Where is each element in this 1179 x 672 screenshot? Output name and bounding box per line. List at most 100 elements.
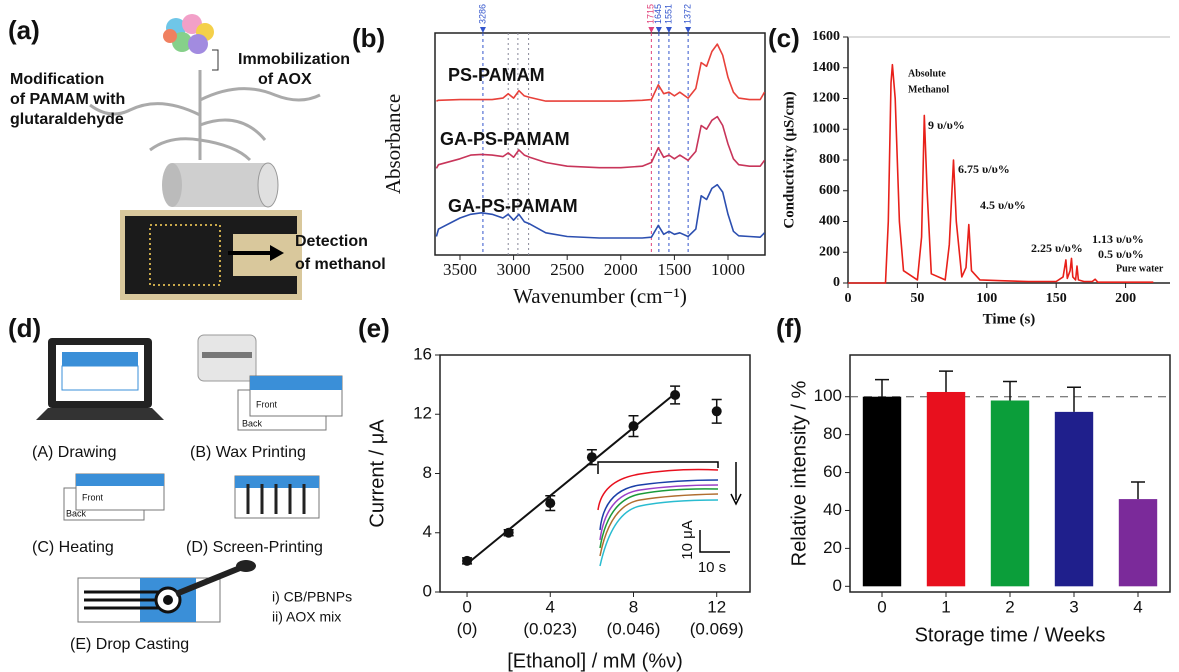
cylinder <box>162 162 279 208</box>
panel-d: (d) Back Front (A) Drawing (B) Wax Print… <box>8 313 352 653</box>
step-label: (B) Wax Printing <box>190 444 306 461</box>
y-tick-label: 100 <box>814 386 842 405</box>
error-bar <box>1131 481 1145 500</box>
y-tick-label: 80 <box>823 424 842 443</box>
series-line <box>436 43 766 102</box>
data-point <box>545 498 556 509</box>
series-line <box>848 63 1154 284</box>
annotation: Pure water <box>1116 263 1164 274</box>
card-text: Front <box>82 492 104 502</box>
series-label: PS-PAMAM <box>448 65 545 85</box>
y-tick-label: 12 <box>413 404 432 423</box>
series-line <box>435 115 766 169</box>
inset-scale-label: 10 s <box>698 559 726 576</box>
peak-marker-label: 1551 <box>663 4 673 24</box>
y-tick-label: 16 <box>413 344 432 363</box>
y-axis-label: Absorbance <box>381 94 405 194</box>
peak-marker-label: 1645 <box>653 4 663 24</box>
annotation: of PAMAM with <box>10 91 125 108</box>
panel-label: (c) <box>768 23 800 53</box>
electrode-photo <box>120 210 302 300</box>
y-axis-label: Conductivity (μS/cm) <box>781 91 797 228</box>
bar <box>1054 411 1094 587</box>
printer <box>197 334 257 382</box>
series-label: GA-PS-PAMAM <box>440 129 570 149</box>
y-tick-label: 8 <box>423 463 432 482</box>
y-tick-label: 0 <box>423 581 432 600</box>
bracket <box>212 49 219 71</box>
y-tick-label: 1200 <box>812 91 840 106</box>
annotation: 2.25 υ/υ% <box>1031 241 1083 255</box>
inset-traces <box>597 461 742 567</box>
data-point <box>711 406 722 417</box>
drop-casting <box>77 560 256 623</box>
series-line <box>435 183 766 239</box>
x-tick-sublabel: (0) <box>457 619 478 638</box>
y-tick-label: 1400 <box>812 60 840 75</box>
annotation: Immobilization <box>238 51 350 68</box>
peak-marker-label: 1372 <box>683 4 693 24</box>
y-tick-label: 0 <box>833 576 842 595</box>
y-tick-label: 1600 <box>812 29 840 44</box>
x-tick-label: 1000 <box>711 260 745 279</box>
x-axis-label: Time (s) <box>983 311 1036 327</box>
annotation: glutaraldehyde <box>10 111 124 128</box>
annotation: of methanol <box>295 256 386 273</box>
peak-marker-arrow <box>648 27 655 33</box>
annotation: 9 υ/υ% <box>928 118 965 132</box>
x-axis-label: Storage time / Weeks <box>915 624 1106 646</box>
fit-line <box>466 392 676 565</box>
step-label: (C) Heating <box>32 539 114 556</box>
laptop <box>36 338 164 420</box>
bar <box>1118 499 1158 587</box>
panel-label: (a) <box>8 15 40 45</box>
x-tick-label: 50 <box>910 291 924 306</box>
x-tick-label: 0 <box>845 291 852 306</box>
x-tick-label: 1500 <box>657 260 691 279</box>
annotation: of AOX <box>258 71 312 88</box>
annotation: Modification <box>10 71 104 88</box>
y-tick-label: 400 <box>819 214 840 229</box>
reagent-label: i) CB/PBNPs <box>272 589 352 605</box>
peak-marker-arrow <box>685 27 692 33</box>
wax-band <box>76 474 164 486</box>
data-point <box>462 555 473 566</box>
y-tick-label: 600 <box>819 183 840 198</box>
x-tick-label: 8 <box>629 597 638 616</box>
x-tick-label: 2 <box>1005 597 1014 616</box>
y-tick-label: 20 <box>823 538 842 557</box>
reagent-label: ii) AOX mix <box>272 609 341 625</box>
data-point <box>503 527 514 538</box>
data-point <box>670 389 681 400</box>
y-tick-label: 4 <box>423 522 432 541</box>
bar <box>862 396 902 587</box>
peak-marker-label: 1715 <box>646 4 656 24</box>
screen-printed-strip <box>234 475 320 519</box>
annotation: 0.5 υ/υ% <box>1098 247 1144 261</box>
y-axis-label: Relative intensity / % <box>788 380 810 566</box>
step-label: (E) Drop Casting <box>70 636 189 653</box>
annotation: Absolute <box>908 68 946 79</box>
card-text: Front <box>256 399 278 409</box>
annotation: 4.5 υ/υ% <box>980 198 1026 212</box>
x-tick-label: 0 <box>877 597 886 616</box>
x-tick-label: 3500 <box>443 260 477 279</box>
peak-marker-arrow <box>655 27 662 33</box>
x-tick-label: 100 <box>976 291 997 306</box>
arrow-head <box>270 245 284 261</box>
panel-label: (e) <box>358 313 390 343</box>
data-point <box>586 452 597 463</box>
panel-label: (d) <box>8 313 41 343</box>
x-tick-label: 150 <box>1046 291 1067 306</box>
card-text: Back <box>242 418 263 428</box>
y-tick-label: 200 <box>819 244 840 259</box>
plot-frame <box>439 354 751 593</box>
bar <box>926 391 966 587</box>
y-tick-label: 1000 <box>812 121 840 136</box>
dendrimer <box>89 70 321 162</box>
y-tick-label: 40 <box>823 500 842 519</box>
error-bar <box>939 370 953 392</box>
data-point <box>628 421 639 432</box>
error-bar <box>1067 386 1081 412</box>
